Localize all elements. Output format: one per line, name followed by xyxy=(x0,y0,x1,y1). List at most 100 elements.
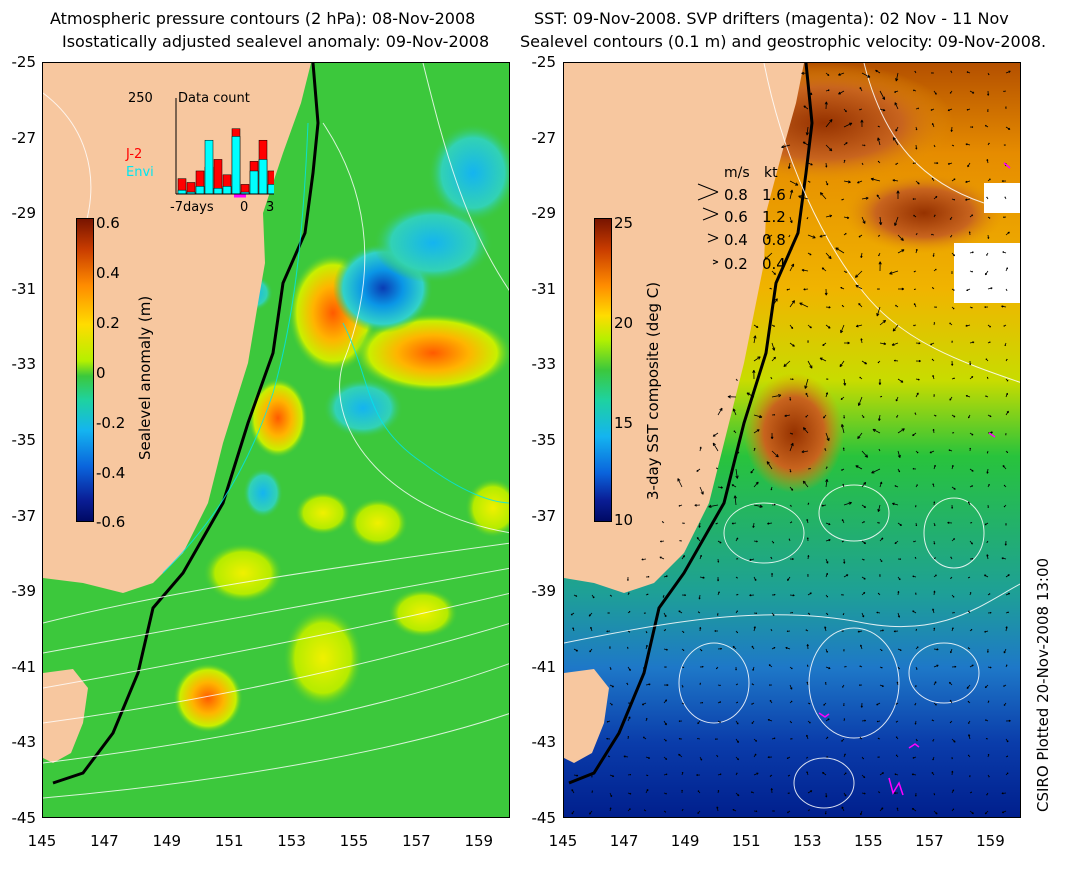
velocity-arrow xyxy=(753,504,763,508)
velocity-arrow xyxy=(933,681,937,686)
velocity-arrow xyxy=(842,612,845,616)
velocity-arrow xyxy=(843,122,853,128)
velocity-arrow xyxy=(986,196,989,200)
velocity-arrow xyxy=(749,594,755,597)
velocity-arrow xyxy=(805,414,809,418)
lon-label: 157 xyxy=(402,832,431,850)
velocity-arrow xyxy=(950,70,953,74)
velocity-arrow xyxy=(803,288,809,291)
velocity-arrow xyxy=(950,648,953,654)
velocity-arrow xyxy=(987,483,990,488)
velocity-arrow xyxy=(913,303,917,308)
inset-xlabel-right: 3 xyxy=(266,200,275,215)
velocity-arrow xyxy=(643,809,647,812)
velocity-arrow xyxy=(645,774,649,777)
velocity-arrow xyxy=(807,555,810,560)
velocity-arrow xyxy=(933,268,937,272)
velocity-arrow xyxy=(789,558,794,561)
velocity-arrow xyxy=(823,702,827,706)
velocity-arrow xyxy=(986,159,989,164)
velocity-arrow xyxy=(967,700,971,704)
envi-bar xyxy=(213,187,223,195)
velocity-arrow xyxy=(951,377,955,380)
velocity-arrow xyxy=(588,612,593,617)
velocity-arrow xyxy=(699,626,702,632)
velocity-arrow xyxy=(895,126,899,132)
velocity-arrow xyxy=(731,522,737,525)
velocity-arrow xyxy=(699,554,702,560)
velocity-arrow xyxy=(662,594,665,598)
velocity-arrow xyxy=(735,576,738,579)
velocity-arrow xyxy=(843,232,847,236)
velocity-arrow xyxy=(824,626,827,632)
velocity-arrow xyxy=(879,666,883,669)
velocity-arrow xyxy=(969,360,972,366)
velocity-arrow xyxy=(735,610,738,614)
velocity-arrow xyxy=(752,369,756,380)
velocity-arrow xyxy=(801,268,809,272)
velocity-arrow xyxy=(1005,392,1008,398)
velocity-arrow xyxy=(860,644,863,650)
velocity-arrow xyxy=(950,126,953,132)
velocity-arrow xyxy=(855,284,863,290)
velocity-arrow xyxy=(805,629,809,632)
velocity-arrow xyxy=(951,360,954,366)
velocity-arrow xyxy=(589,810,593,815)
velocity-arrow xyxy=(912,162,917,165)
velocity-arrow xyxy=(949,322,953,326)
velocity-arrow xyxy=(681,684,684,688)
velocity-arrow xyxy=(825,736,829,740)
velocity-arrow xyxy=(1001,305,1007,308)
velocity-arrow xyxy=(861,540,867,545)
velocity-arrow xyxy=(933,195,938,200)
velocity-arrow xyxy=(895,396,899,402)
velocity-arrow xyxy=(895,736,899,740)
velocity-arrow xyxy=(819,357,827,362)
velocity-arrow xyxy=(806,771,809,776)
velocity-arrow xyxy=(951,486,956,490)
velocity-arrow xyxy=(807,702,811,705)
velocity-arrow xyxy=(807,90,813,96)
velocity-arrow xyxy=(769,774,773,777)
velocity-arrow xyxy=(770,376,773,380)
velocity-arrow xyxy=(751,683,755,686)
velocity-arrow xyxy=(931,177,935,182)
velocity-arrow xyxy=(858,684,863,686)
velocity-arrow xyxy=(895,754,899,758)
velocity-arrow xyxy=(843,414,846,419)
velocity-arrow xyxy=(627,808,631,812)
velocity-arrow xyxy=(951,504,954,509)
velocity-arrow xyxy=(986,792,989,796)
velocity-arrow xyxy=(840,324,845,334)
velocity-arrow xyxy=(878,216,883,226)
velocity-arrow xyxy=(913,214,917,218)
velocity-arrow xyxy=(843,558,846,564)
velocity-arrow xyxy=(966,71,971,74)
velocity-arrow xyxy=(663,666,667,668)
velocity-arrow xyxy=(984,270,989,276)
velocity-arrow xyxy=(789,684,793,690)
envi-bar xyxy=(249,170,259,195)
velocity-arrow xyxy=(626,682,629,686)
velocity-arrow xyxy=(987,287,993,290)
velocity-arrow xyxy=(753,429,760,434)
velocity-arrow xyxy=(678,610,683,614)
velocity-arrow xyxy=(987,414,992,418)
envi-bar xyxy=(258,159,268,195)
velocity-arrow xyxy=(806,734,809,740)
velocity-arrow xyxy=(789,263,795,272)
velocity-arrow xyxy=(1004,540,1007,546)
velocity-arrow xyxy=(735,683,739,686)
velocity-arrow xyxy=(735,537,739,542)
sst-colorbar xyxy=(594,218,612,522)
velocity-arrow xyxy=(914,792,917,797)
envi-bar xyxy=(267,184,274,195)
velocity-arrow xyxy=(843,378,847,386)
velocity-arrow xyxy=(951,770,954,776)
velocity-arrow xyxy=(892,502,899,506)
velocity-arrow xyxy=(915,248,918,254)
velocity-arrow xyxy=(825,612,829,616)
velocity-arrow xyxy=(1003,648,1007,654)
velocity-arrow xyxy=(1005,106,1007,110)
velocity-arrow xyxy=(933,574,937,578)
